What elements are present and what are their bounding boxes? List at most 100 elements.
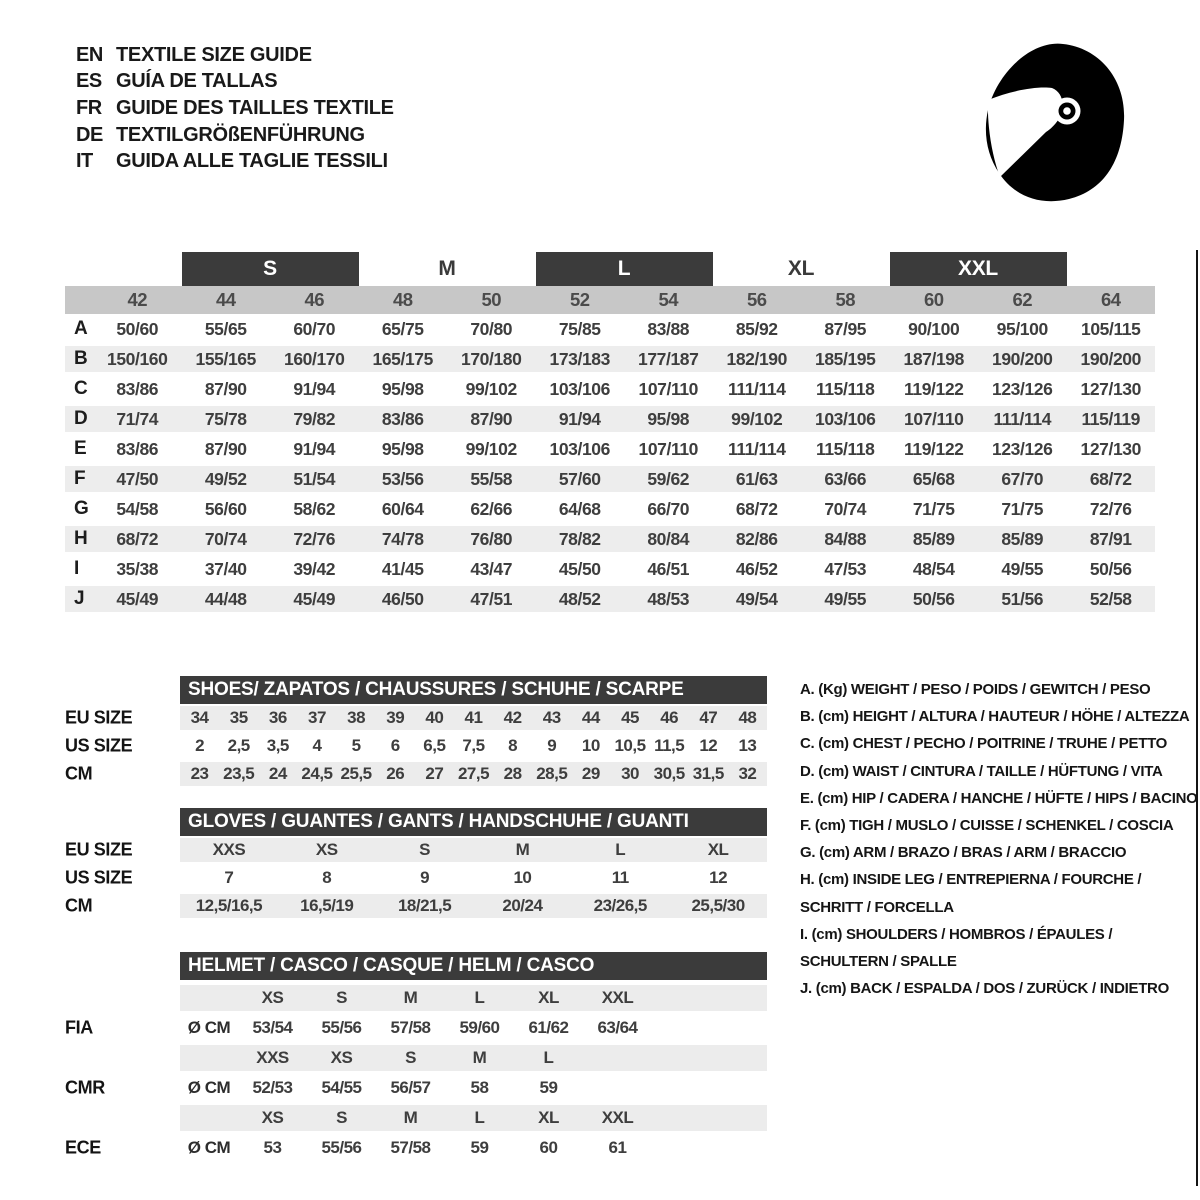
size-value-cell: 48/53 — [647, 588, 690, 609]
size-value-cell: 95/100 — [996, 318, 1049, 339]
size-value-cell: 85/89 — [1001, 528, 1044, 549]
helmet-size-header: XL — [538, 988, 559, 1007]
shoes-cell: 2 — [195, 736, 205, 755]
helmet-size-header: L — [543, 1048, 554, 1067]
size-value-cell: 47/51 — [470, 588, 513, 609]
size-column-header: 54 — [658, 289, 679, 310]
shoes-cell: 23,5 — [223, 764, 255, 783]
helmet-value-cell: 59 — [539, 1078, 558, 1097]
size-value-cell: 61/63 — [735, 468, 778, 489]
size-column-header: 56 — [746, 289, 767, 310]
size-value-cell: 119/122 — [904, 438, 964, 459]
diameter-label: Ø CM — [187, 1138, 231, 1157]
language-code: DE — [76, 123, 103, 146]
helmet-values-row: CMR Ø CM 52/53 54/55 56/57 58 59 — [65, 1073, 767, 1103]
size-value-cell: 99/102 — [731, 408, 783, 429]
size-column-header: 48 — [392, 289, 413, 310]
size-group-l: L — [535, 252, 713, 286]
size-value-cell: 91/94 — [293, 438, 336, 459]
size-value-cell: 115/118 — [815, 438, 875, 459]
helmet-size-header: XS — [261, 988, 284, 1007]
size-value-cell: 190/200 — [992, 348, 1053, 369]
size-value-cell: 75/78 — [204, 408, 247, 429]
shoes-cell: 30 — [621, 764, 639, 783]
shoes-cell: 32 — [738, 764, 757, 783]
language-code: FR — [76, 96, 102, 119]
shoes-cell: 45 — [621, 708, 639, 727]
shoes-cell: 27,5 — [457, 764, 490, 783]
size-column-header: 44 — [215, 289, 236, 310]
shoes-cell: 2,5 — [227, 736, 251, 755]
helmet-section-title: HELMET / CASCO / CASQUE / HELM / CASCO — [180, 952, 767, 980]
racing-helmet-icon — [985, 43, 1125, 202]
size-groups-header-row: S M L XL XXL — [65, 252, 1155, 286]
shoes-cell: 10,5 — [614, 736, 646, 755]
textile-row-b: B 150/160 155/165 160/170 165/175 170/180 173/… — [65, 344, 1155, 374]
gloves-cell: XL — [707, 840, 729, 859]
shoes-row-label: EU SIZE — [65, 707, 133, 728]
numeric-size-header-row: 42 44 46 48 50 52 54 56 58 60 62 64 — [65, 286, 1155, 314]
shoes-cell: 24 — [268, 764, 287, 783]
legend-item: C. (cm) CHEST / PECHO / POITRINE / TRUHE… — [800, 735, 1168, 753]
size-value-cell: 46/52 — [735, 558, 778, 579]
size-value-cell: 60/70 — [293, 318, 336, 339]
size-value-cell: 43/47 — [470, 558, 513, 579]
shoes-cell: 30,5 — [653, 764, 686, 783]
helmet-sizes-row: XS S M L XL XXL — [180, 983, 767, 1013]
gloves-cell: 10 — [513, 868, 532, 887]
size-value-cell: 83/86 — [381, 408, 424, 429]
textile-row-g: G 54/58 56/60 58/62 60/64 62/66 64/68 66/70 68/7… — [65, 494, 1155, 524]
size-value-cell: 71/75 — [1001, 498, 1044, 519]
helmet-size-header: M — [403, 988, 418, 1007]
gloves-cell: XS — [315, 840, 338, 859]
helmet-size-header: XL — [538, 1108, 559, 1127]
size-value-cell: 78/82 — [558, 528, 601, 549]
size-value-cell: 50/56 — [1089, 558, 1132, 579]
standard-label: ECE — [65, 1137, 101, 1158]
size-value-cell: 190/200 — [1080, 348, 1142, 369]
size-value-cell: 185/195 — [815, 348, 876, 369]
size-value-cell: 76/80 — [470, 528, 513, 549]
legend-item: I. (cm) SHOULDERS / HOMBROS / ÉPAULES / — [800, 925, 1113, 943]
size-value-cell: 103/106 — [815, 408, 876, 429]
size-value-cell: 84/88 — [824, 528, 867, 549]
size-value-cell: 160/170 — [284, 348, 345, 369]
helmet-values-row: FIA Ø CM 53/54 55/56 57/58 59/60 61/62 63/64 — [65, 1013, 767, 1043]
size-value-cell: 70/74 — [824, 498, 867, 519]
helmet-value-cell: 57/58 — [390, 1018, 431, 1037]
gloves-row-label: CM — [65, 895, 93, 916]
size-value-cell: 87/90 — [204, 378, 247, 399]
size-value-cell: 75/85 — [558, 318, 601, 339]
textile-row-f: F 47/50 49/52 51/54 53/56 55/58 57/60 59/62 61/6… — [65, 464, 1155, 494]
legend-item: E. (cm) HIP / CADERA / HANCHE / HÜFTE / … — [800, 789, 1198, 807]
helmet-value-cell: 52/53 — [252, 1078, 293, 1097]
size-value-cell: 55/65 — [204, 318, 247, 339]
shoes-cell: 13 — [738, 736, 757, 755]
size-value-cell: 51/56 — [1001, 588, 1044, 609]
size-value-cell: 95/98 — [381, 438, 424, 459]
size-group-xxl: XXL — [889, 252, 1067, 286]
shoes-cell: 7,5 — [462, 736, 485, 755]
size-value-cell: 111/114 — [993, 408, 1052, 429]
size-value-cell: 37/40 — [204, 558, 247, 579]
size-column-header: 62 — [1012, 289, 1033, 310]
size-value-cell: 177/187 — [638, 348, 699, 369]
size-value-cell: 91/94 — [558, 408, 601, 429]
helmet-value-cell: 56/57 — [390, 1078, 431, 1097]
size-value-cell: 150/160 — [107, 348, 168, 369]
size-column-header: 50 — [481, 289, 502, 310]
helmet-size-header: M — [403, 1108, 418, 1127]
shoes-row: CM 23 23,5 24 24,5 25,5 26 27 27,5 28 28,5 29 30 30,5… — [65, 760, 767, 788]
textile-row-e: E 83/86 87/90 91/94 95/98 99/102 103/106 107/11… — [65, 434, 1155, 464]
helmet-size-header: S — [405, 1048, 416, 1067]
size-value-cell: 127/130 — [1080, 378, 1142, 399]
shoes-cell: 35 — [229, 708, 248, 727]
language-title: GUIDE DES TAILLES TEXTILE — [116, 96, 394, 119]
language-code: ES — [76, 70, 102, 93]
size-value-cell: 79/82 — [293, 408, 336, 429]
gloves-cell: 18/21,5 — [397, 896, 452, 915]
gloves-row-label: EU SIZE — [65, 839, 133, 860]
shoes-cell: 10 — [581, 736, 600, 755]
size-value-cell: 68/72 — [1089, 468, 1132, 489]
shoes-cell: 5 — [351, 736, 361, 755]
